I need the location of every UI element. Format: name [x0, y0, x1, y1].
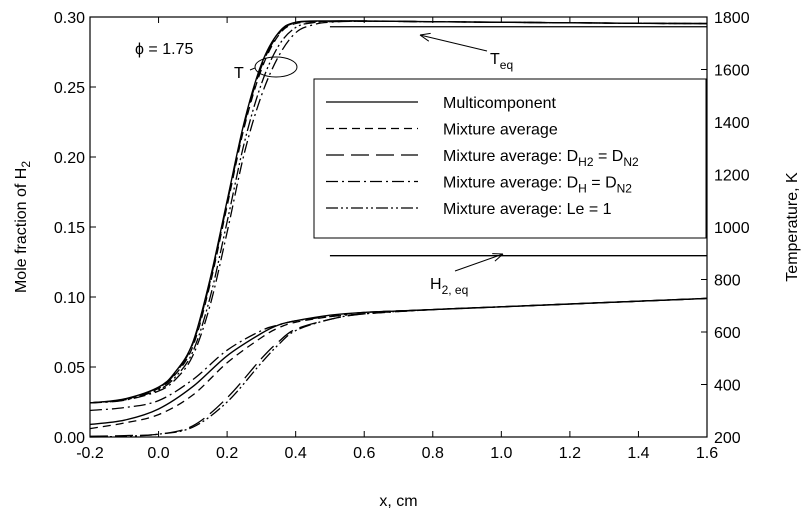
y-left-tick-label: 0.05 [54, 360, 85, 377]
reference-lines [329, 26, 707, 257]
legend-label: Mixture average [443, 122, 558, 139]
y-left-axis-title-main: Mole fraction of H [13, 168, 30, 293]
h2-series-dash [89, 297, 708, 430]
teq-label-sub: eq [500, 58, 513, 72]
y-left-tick-label: 0.20 [54, 150, 85, 167]
temperature-series-dashdot [89, 20, 708, 404]
temperature-label: T [234, 65, 244, 82]
x-tick-label: 0.8 [422, 445, 444, 462]
teq-arrow-head [419, 32, 431, 42]
y-left-tick-label: 0.30 [54, 10, 85, 27]
y-left-tick-label: 0.25 [54, 80, 85, 97]
y-right-tick-label: 800 [714, 273, 741, 290]
y-right-tick-label: 200 [714, 430, 741, 447]
x-tick-label: 1.2 [559, 445, 581, 462]
h2eq-arrow-head [492, 253, 504, 262]
x-tick-label: 0.6 [353, 445, 375, 462]
temperature-series-longdash [89, 20, 708, 404]
x-tick-label: 1.4 [627, 445, 649, 462]
h2eq-arrow [454, 253, 504, 272]
h2eq-label: H2, eq [430, 276, 468, 297]
y-right-tick-label: 1200 [714, 168, 750, 185]
axis-ticks [89, 16, 708, 438]
y-left-tick-label: 0.00 [54, 430, 85, 447]
series-layer [89, 20, 708, 438]
y-left-tick-label: 0.10 [54, 290, 85, 307]
phi-annotation: ϕ = 1.75 [135, 41, 193, 58]
h2-series-dashdotdot [89, 297, 708, 438]
x-tick-label: 0.0 [147, 445, 169, 462]
y-right-tick-label: 1000 [714, 220, 750, 237]
x-tick-label: 1.0 [490, 445, 512, 462]
y-right-tick-label: 1800 [714, 10, 750, 27]
y-right-axis-title: Temperature, K [784, 172, 801, 282]
y-right-tick-label: 400 [714, 378, 741, 395]
x-tick-label: 0.2 [216, 445, 238, 462]
annotation-arrows [419, 32, 504, 272]
x-tick-label: 1.6 [696, 445, 718, 462]
legend-label: Mixture average: DH2 = DN2 [443, 148, 639, 169]
teq-arrow [419, 34, 488, 52]
temperature-ellipse [254, 56, 298, 78]
axis-tick-labels: -0.2 0.0 0.2 0.4 0.6 0.8 1.0 1.2 1.4 1.6 0.00 0.05 0… [54, 10, 750, 462]
x-tick-label: -0.2 [76, 445, 104, 462]
h2eq-label-main: H [430, 276, 442, 293]
teq-label: Teq [490, 51, 513, 72]
y-right-tick-label: 1600 [714, 63, 750, 80]
temperature-series-dashdotdot [89, 20, 708, 404]
y-left-tick-label: 0.15 [54, 220, 85, 237]
legend-label: Multicomponent [443, 95, 557, 112]
h2-series-longdash [89, 297, 708, 437]
legend-label: Mixture average: Le = 1 [443, 201, 612, 218]
x-tick-label: 0.4 [285, 445, 307, 462]
x-axis-title: x, cm [379, 493, 417, 510]
teq-label-main: T [490, 51, 500, 68]
legend: Multicomponent Mixture average Mixture ave… [313, 78, 707, 239]
y-right-tick-label: 600 [714, 325, 741, 342]
h2eq-label-sub: 2, eq [442, 283, 469, 297]
temperature-ellipse-link [249, 67, 256, 71]
legend-box [313, 78, 707, 239]
y-right-tick-label: 1400 [714, 115, 750, 132]
legend-label: Mixture average: DH = DN2 [443, 175, 632, 196]
y-left-axis-title: Mole fraction of H2 [13, 161, 33, 293]
y-left-axis-title-sub: 2 [19, 161, 33, 168]
